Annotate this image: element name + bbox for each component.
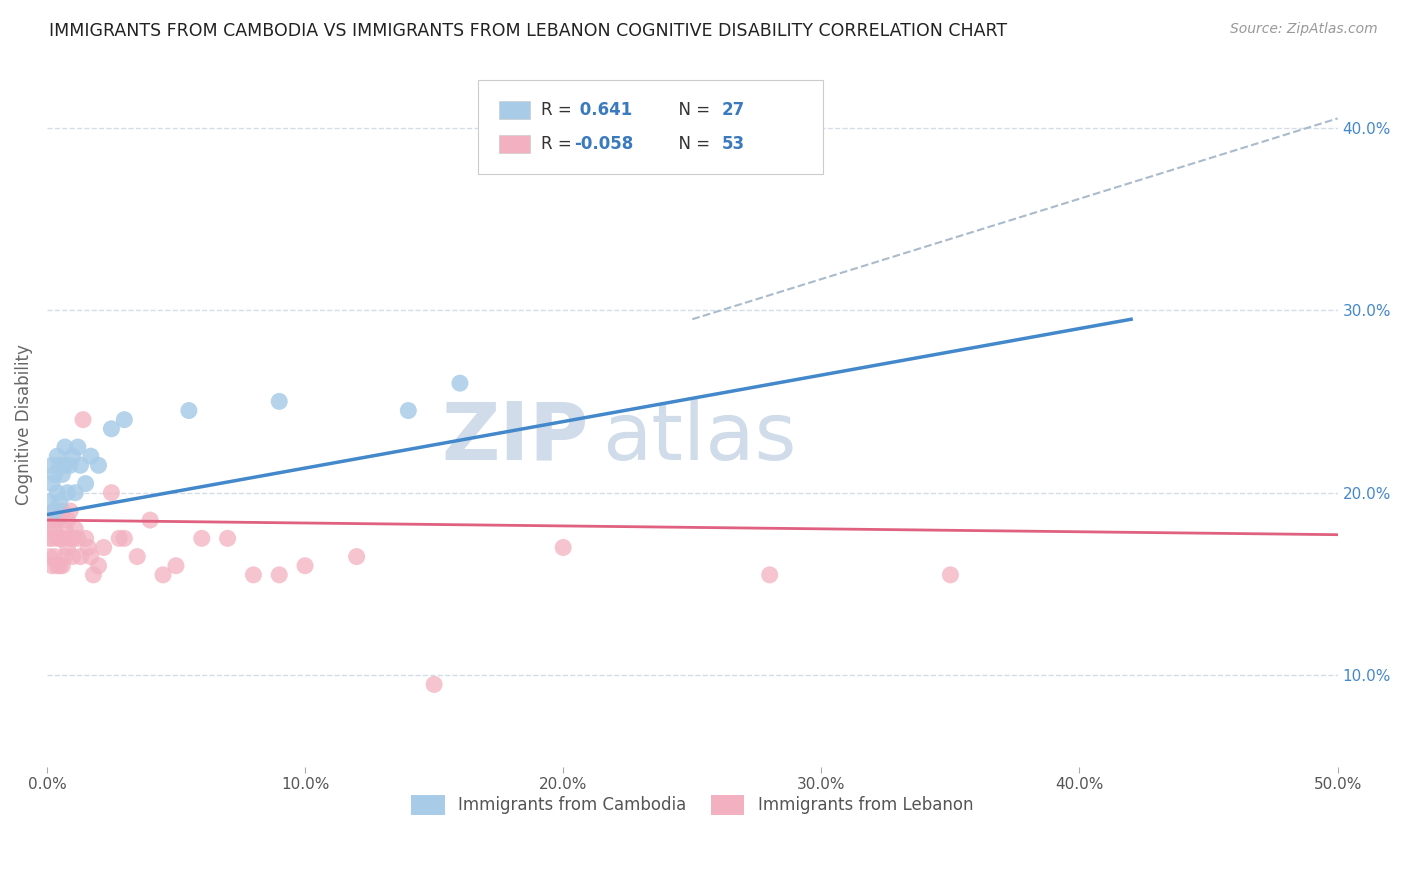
- Point: [62, 449, 84, 463]
- Point: [165, 558, 187, 573]
- Point: [53, 458, 76, 473]
- Point: [56, 541, 79, 555]
- Point: [72, 412, 94, 426]
- Text: 0.641: 0.641: [574, 101, 631, 119]
- Point: [59, 532, 82, 546]
- Text: 53: 53: [721, 135, 744, 153]
- Point: [59, 458, 82, 473]
- Point: [65, 485, 87, 500]
- Text: 27: 27: [721, 101, 745, 119]
- Point: [423, 677, 446, 691]
- Point: [66, 532, 89, 546]
- Point: [269, 394, 291, 409]
- Point: [396, 403, 419, 417]
- Point: [80, 449, 103, 463]
- Point: [38, 522, 60, 536]
- Point: [49, 495, 72, 509]
- Point: [53, 549, 76, 564]
- Point: [41, 458, 63, 473]
- Point: [191, 532, 214, 546]
- Point: [51, 558, 73, 573]
- Point: [38, 549, 60, 564]
- Point: [41, 532, 63, 546]
- Point: [38, 495, 60, 509]
- Point: [108, 532, 131, 546]
- Point: [46, 532, 69, 546]
- Point: [758, 567, 780, 582]
- Point: [939, 567, 962, 582]
- Point: [62, 549, 84, 564]
- Point: [46, 485, 69, 500]
- Point: [44, 522, 66, 536]
- Point: [242, 567, 264, 582]
- Text: N =: N =: [668, 135, 716, 153]
- Point: [44, 504, 66, 518]
- Point: [346, 549, 368, 564]
- Point: [553, 541, 575, 555]
- Point: [82, 567, 104, 582]
- Text: ZIP: ZIP: [441, 399, 589, 477]
- Point: [87, 458, 110, 473]
- Point: [139, 513, 162, 527]
- Text: R =: R =: [541, 135, 578, 153]
- Text: N =: N =: [668, 101, 716, 119]
- Point: [177, 403, 200, 417]
- Point: [112, 532, 135, 546]
- Point: [51, 467, 73, 482]
- Point: [75, 476, 97, 491]
- Text: R =: R =: [541, 101, 578, 119]
- Point: [62, 532, 84, 546]
- Point: [56, 485, 79, 500]
- Point: [53, 522, 76, 536]
- Point: [93, 541, 115, 555]
- Point: [217, 532, 239, 546]
- Point: [38, 532, 60, 546]
- Text: atlas: atlas: [602, 399, 796, 477]
- Point: [49, 504, 72, 518]
- Legend: Immigrants from Cambodia, Immigrants from Lebanon: Immigrants from Cambodia, Immigrants fro…: [404, 786, 981, 823]
- Point: [112, 412, 135, 426]
- Point: [44, 504, 66, 518]
- Point: [49, 458, 72, 473]
- Point: [53, 440, 76, 454]
- Point: [41, 513, 63, 527]
- Text: IMMIGRANTS FROM CAMBODIA VS IMMIGRANTS FROM LEBANON COGNITIVE DISABILITY CORRELA: IMMIGRANTS FROM CAMBODIA VS IMMIGRANTS F…: [49, 22, 1007, 40]
- Point: [49, 532, 72, 546]
- Point: [152, 567, 174, 582]
- Point: [51, 504, 73, 518]
- Point: [65, 522, 87, 536]
- Text: Source: ZipAtlas.com: Source: ZipAtlas.com: [1230, 22, 1378, 37]
- Y-axis label: Cognitive Disability: Cognitive Disability: [15, 343, 32, 505]
- Point: [46, 513, 69, 527]
- Point: [127, 549, 149, 564]
- Point: [46, 449, 69, 463]
- Point: [51, 532, 73, 546]
- Point: [44, 467, 66, 482]
- Point: [449, 376, 471, 391]
- Point: [77, 541, 100, 555]
- Point: [66, 440, 89, 454]
- Point: [56, 513, 79, 527]
- Point: [49, 558, 72, 573]
- Point: [80, 549, 103, 564]
- Point: [59, 504, 82, 518]
- Point: [87, 558, 110, 573]
- Point: [69, 458, 91, 473]
- Point: [269, 567, 291, 582]
- Point: [46, 558, 69, 573]
- Point: [294, 558, 316, 573]
- Point: [41, 558, 63, 573]
- Text: -0.058: -0.058: [574, 135, 633, 153]
- Point: [44, 549, 66, 564]
- Point: [75, 532, 97, 546]
- Point: [69, 549, 91, 564]
- Point: [100, 485, 122, 500]
- Point: [100, 422, 122, 436]
- Point: [41, 476, 63, 491]
